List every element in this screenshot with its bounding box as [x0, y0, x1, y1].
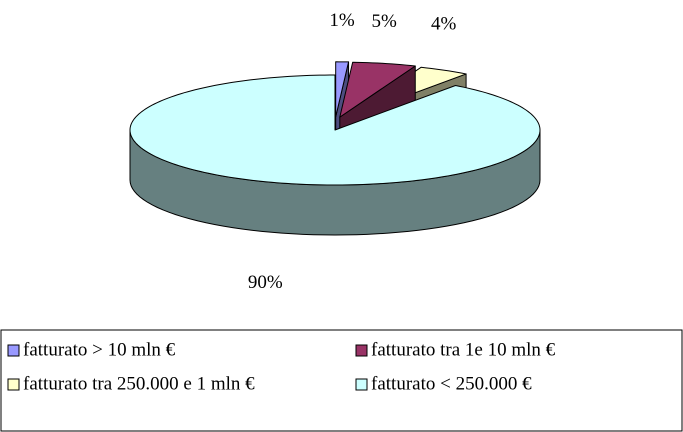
legend-swatch: [7, 344, 20, 357]
legend-label: fatturato tra 1e 10 mln €: [371, 339, 556, 360]
legend-box: [0, 329, 683, 432]
data-label: 90%: [248, 272, 283, 293]
legend-swatch: [355, 344, 368, 357]
data-label: 1%: [329, 10, 355, 31]
legend-label: fatturato > 10 mln €: [23, 339, 176, 360]
data-label: 4%: [431, 14, 457, 35]
slice: [129, 74, 541, 186]
legend-label: fatturato tra 250.000 e 1 mln €: [23, 373, 255, 394]
legend-swatch: [7, 378, 20, 391]
slice-group: [129, 74, 541, 236]
legend-swatch: [355, 378, 368, 391]
data-label: 5%: [372, 11, 398, 32]
slice: [339, 61, 416, 118]
legend: fatturato > 10 mln € fatturato tra 1e 10 …: [7, 339, 556, 394]
legend-label: fatturato < 250.000 €: [371, 373, 532, 394]
pie: 1% 4% 5% 90%: [129, 10, 541, 293]
slice: [335, 61, 350, 118]
